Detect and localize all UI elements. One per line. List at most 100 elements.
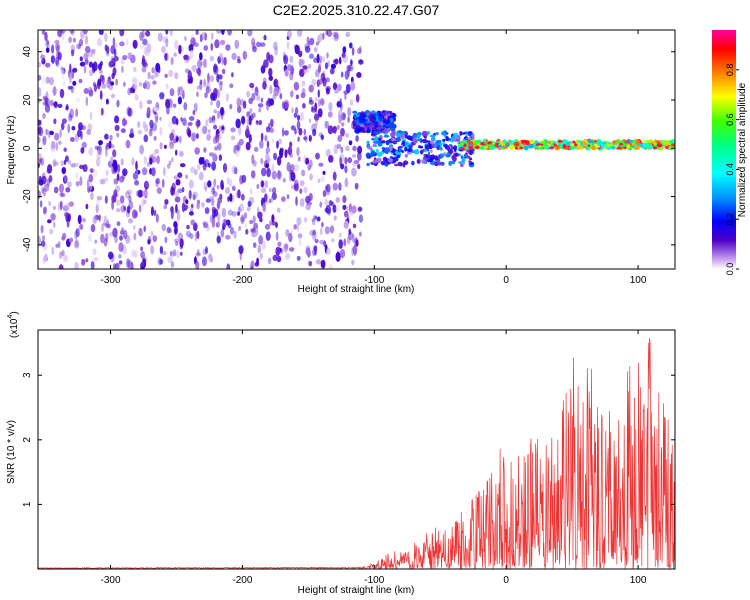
noise-cell [279,93,283,100]
signal-cell [427,151,431,157]
noise-cell [122,229,128,240]
noise-cell [140,251,146,259]
noise-cell [271,192,277,200]
noise-cell [164,236,168,244]
noise-cell [319,55,323,64]
noise-cell [327,60,330,67]
noise-cell [144,50,150,57]
noise-cell [128,133,135,139]
noise-cell [195,30,199,35]
noise-cell [240,98,244,107]
noise-cell [221,30,225,35]
noise-cell [358,59,363,64]
signal-cell [386,119,391,124]
noise-cell [318,98,321,107]
noise-cell [203,222,209,229]
noise-cell [173,238,180,243]
noise-cell [189,233,194,240]
noise-cell [309,53,314,59]
noise-cell [330,201,335,207]
signal-cell [381,129,388,134]
noise-cell [199,79,203,85]
noise-cell [162,166,166,176]
noise-cell [196,203,201,210]
noise-cell [182,117,187,126]
signal-cell [370,150,376,156]
signal-cell [404,147,408,152]
noise-cell [225,93,229,102]
noise-cell [143,47,147,55]
noise-cell [246,124,250,135]
noise-cell [188,189,192,200]
signal-cell [369,116,376,123]
noise-cell [237,144,240,152]
x-tick-label: -200 [232,275,252,286]
x-tick-label: 100 [630,275,647,286]
signal-cell [536,140,539,144]
noise-cell [128,195,132,203]
signal-cell [387,113,391,117]
noise-cell [195,260,200,269]
noise-cell [170,251,176,257]
noise-cell [195,120,201,127]
noise-cell [96,195,103,201]
noise-cell [325,204,332,215]
noise-cell [41,30,46,35]
noise-cell [164,199,169,205]
noise-cell [275,221,278,229]
noise-cell [126,38,129,46]
noise-cell [253,159,257,167]
noise-cell [290,90,294,98]
noise-cell [155,177,161,185]
noise-cell [228,178,233,188]
noise-cell [289,55,294,64]
noise-cell [247,200,252,207]
noise-cell [225,44,231,51]
noise-cell [314,215,318,220]
noise-cell [217,201,221,210]
noise-cell [333,215,337,221]
noise-cell [120,195,125,204]
noise-cell [345,145,350,152]
noise-cell [238,203,245,212]
noise-cell [298,238,302,247]
signal-cell [549,146,555,150]
noise-cell [348,203,352,213]
noise-cell [174,191,179,198]
noise-cell [258,119,263,126]
noise-cell [229,103,233,110]
noise-cell [256,184,260,189]
noise-cell [290,228,294,234]
noise-cell [106,223,111,229]
noise-cell [301,88,306,95]
noise-cell [271,170,277,180]
noise-cell [261,167,267,177]
signal-cell [483,145,489,150]
noise-cell [241,115,246,125]
noise-cell [61,236,66,241]
noise-cell [44,104,51,113]
noise-cell [139,31,144,41]
noise-cell [68,36,72,44]
noise-cell [150,206,154,217]
noise-cell [331,238,335,243]
signal-cell [448,144,453,147]
noise-cell [109,231,114,237]
noise-cell [139,144,145,155]
signal-cell [465,146,469,151]
signal-cell [457,144,464,148]
noise-cell [164,144,167,149]
noise-cell [274,46,278,56]
noise-cell [289,141,293,148]
noise-cell [163,204,167,209]
noise-cell [205,85,210,95]
noise-cell [178,135,182,144]
noise-cell [95,204,99,214]
noise-cell [242,50,247,60]
noise-cell [246,90,251,98]
signal-cell [665,143,669,147]
noise-cell [216,145,220,149]
noise-cell [257,103,264,108]
noise-cell [174,196,181,203]
noise-cell [150,74,155,80]
